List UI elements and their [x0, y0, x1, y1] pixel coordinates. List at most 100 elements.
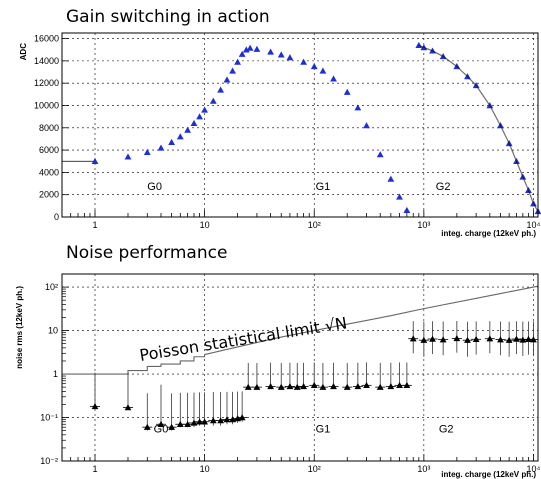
noise-data-point	[363, 381, 370, 389]
gain-data-point	[253, 45, 261, 52]
noise-data-point	[376, 383, 384, 390]
noise-data-point	[176, 420, 184, 427]
noise-data-point	[184, 420, 192, 427]
gain-data-point	[201, 106, 209, 113]
gain-data-point	[238, 50, 246, 57]
noise-data-point	[286, 382, 294, 390]
noise-data-point	[453, 335, 461, 342]
noise-region-label: G0	[154, 424, 169, 436]
noise-data-point	[238, 414, 246, 421]
noise-data-point	[439, 336, 447, 343]
noise-y-tick-label: 1	[53, 369, 58, 379]
noise-data-point	[519, 336, 527, 343]
noise-x-axis-title: integ. charge (12keV ph.)	[441, 470, 536, 479]
gain-y-tick-label: 2000	[39, 190, 59, 200]
gain-x-axis-title: integ. charge (12keV ph.)	[441, 229, 536, 238]
noise-data-point	[319, 383, 327, 390]
noise-data-point	[420, 336, 428, 343]
gain-data-point	[190, 119, 198, 127]
gain-data-point	[277, 51, 285, 58]
noise-data-point	[217, 417, 225, 424]
gain-x-tick-label: 10⁴	[527, 220, 541, 230]
noise-data-point	[253, 383, 261, 390]
gain-data-point	[234, 58, 242, 65]
noise-data-point	[505, 336, 513, 343]
chart-title-noise: Noise performance	[66, 243, 228, 263]
noise-data-point	[209, 417, 217, 424]
gain-data-point	[168, 138, 176, 146]
noise-data-point	[196, 418, 203, 425]
gain-data-point	[223, 76, 231, 83]
noise-data-point	[277, 383, 285, 390]
gain-data-point	[286, 54, 294, 61]
gain-region-label: G1	[316, 181, 331, 193]
gain-data-point	[267, 48, 275, 55]
gain-data-point	[319, 67, 327, 74]
gain-data-point	[396, 193, 403, 200]
gain-data-point	[376, 151, 384, 158]
noise-data-point	[267, 382, 275, 390]
gain-y-tick-label: 6000	[39, 145, 59, 155]
gain-y-tick-label: 12000	[34, 78, 59, 88]
noise-data-point	[429, 335, 436, 342]
gain-data-point	[387, 175, 395, 182]
gain-data-point	[229, 67, 236, 74]
noise-data-point	[310, 381, 318, 389]
noise-data-point	[201, 418, 209, 425]
gain-data-point	[246, 44, 254, 51]
noise-y-tick-label: 10⁻²	[40, 456, 58, 466]
gain-data-point	[91, 157, 99, 164]
gain-data-point	[343, 88, 351, 95]
gain-x-tick-label: 10	[200, 220, 210, 230]
noise-data-point	[229, 416, 236, 423]
gain-y-tick-label: 0	[54, 212, 59, 222]
noise-data-point	[472, 335, 480, 343]
noise-x-tick-label: 10	[200, 464, 210, 474]
noise-data-point	[157, 420, 165, 427]
noise-data-point	[300, 382, 308, 390]
noise-data-point	[293, 383, 301, 390]
noise-region-label: G2	[439, 424, 454, 436]
noise-data-point	[464, 336, 471, 343]
gain-y-tick-label: 16000	[34, 34, 59, 44]
noise-data-point	[124, 404, 132, 411]
poisson-limit-line	[62, 285, 539, 375]
noise-data-point	[497, 336, 504, 343]
gain-data-point	[403, 206, 411, 214]
noise-data-point	[409, 335, 417, 342]
poisson-limit-annotation: Poisson statistical limit √N	[138, 313, 348, 365]
chart-title-gain: Gain switching in action	[66, 7, 270, 27]
noise-x-tick-label: 10²	[308, 464, 321, 474]
noise-data-point	[91, 403, 99, 410]
gain-x-tick-label: 10²	[308, 220, 321, 230]
noise-x-tick-label: 1	[92, 464, 97, 474]
gain-data-point	[124, 153, 132, 160]
gain-x-tick-label: 10³	[417, 220, 430, 230]
gain-y-tick-label: 10000	[34, 100, 59, 110]
noise-data-point	[354, 382, 362, 390]
noise-data-point	[396, 381, 403, 389]
gain-g2-overlay	[418, 44, 539, 212]
gain-data-point	[196, 113, 203, 120]
noise-data-point	[190, 419, 198, 426]
noise-y-axis-title: noise rms (12keV ph.)	[15, 286, 24, 369]
gain-data-point	[184, 126, 192, 133]
gain-y-axis-title: ADC	[19, 43, 28, 61]
noise-data-point	[530, 336, 537, 343]
noise-data-point	[223, 416, 231, 423]
gain-y-tick-label: 14000	[34, 56, 59, 66]
gain-data-point	[300, 58, 308, 65]
gain-data-point	[310, 63, 318, 70]
gain-data-point	[415, 41, 423, 48]
noise-x-tick-label: 10³	[417, 464, 430, 474]
gain-data-point	[143, 148, 151, 156]
gain-data-point	[176, 133, 184, 140]
gain-region-label: G0	[147, 181, 162, 193]
gain-y-tick-label: 4000	[39, 167, 59, 177]
noise-y-tick-label: 10⁻¹	[40, 413, 58, 423]
noise-data-point	[403, 381, 411, 389]
noise-data-point	[244, 383, 252, 390]
gain-x-tick-label: 1	[92, 220, 97, 230]
noise-data-point	[330, 382, 337, 390]
